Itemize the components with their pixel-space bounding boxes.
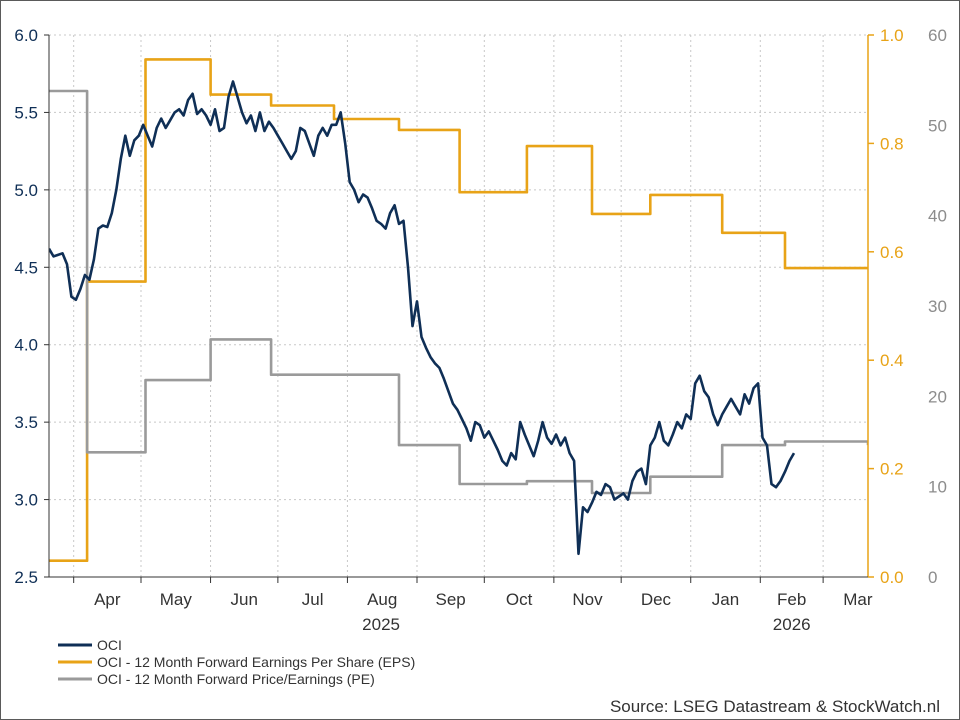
pe-tick-label: 10 [928, 478, 947, 497]
left-tick-label: 6.0 [14, 26, 38, 45]
eps-tick-label: 0.0 [880, 568, 904, 587]
x-month-label: Aug [367, 590, 397, 609]
left-tick-label: 4.5 [14, 258, 38, 277]
pe-tick-label: 30 [928, 297, 947, 316]
legend-item-oci-label: OCI [97, 637, 122, 653]
x-year-label: 2025 [362, 615, 400, 634]
plot-area [49, 35, 868, 577]
pe-axis-ticks: 0 10 20 30 40 50 60 [928, 26, 947, 587]
x-month-label: Apr [94, 590, 121, 609]
x-year-label: 2026 [773, 615, 811, 634]
left-axis-ticks: 2.5 3.0 3.5 4.0 4.5 5.0 5.5 6.0 [14, 26, 49, 587]
left-tick-label: 5.5 [14, 103, 38, 122]
left-tick-label: 3.0 [14, 491, 38, 510]
eps-tick-label: 0.8 [880, 134, 904, 153]
pe-line [49, 89, 868, 495]
pe-tick-label: 50 [928, 116, 947, 135]
eps-axis-ticks: 0.0 0.2 0.4 0.6 0.8 1.0 [868, 26, 904, 587]
eps-tick-label: 0.6 [880, 243, 904, 262]
x-month-label: Sep [436, 590, 466, 609]
pe-tick-label: 40 [928, 207, 947, 226]
left-tick-label: 2.5 [14, 568, 38, 587]
gridlines [49, 34, 868, 577]
eps-line [49, 58, 868, 562]
x-month-label: Nov [572, 590, 603, 609]
eps-tick-label: 1.0 [880, 26, 904, 45]
left-tick-label: 5.0 [14, 181, 38, 200]
x-month-label: Jul [302, 590, 324, 609]
x-month-label: Jun [231, 590, 258, 609]
left-tick-label: 3.5 [14, 413, 38, 432]
legend-item-pe-label: OCI - 12 Month Forward Price/Earnings (P… [97, 671, 375, 687]
x-month-label: Jan [712, 590, 739, 609]
x-month-label: Mar [843, 590, 873, 609]
x-axis-ticks: Apr May Jun Jul Aug Sep Oct Nov Dec Jan Feb Mar 2025… [73, 577, 873, 634]
source-caption: Source: LSEG Datastream & StockWatch.nl [610, 697, 940, 716]
x-month-label: May [160, 590, 193, 609]
pe-tick-label: 0 [928, 568, 937, 587]
oci-price-line [49, 80, 796, 556]
series-group [49, 58, 868, 562]
pe-tick-label: 60 [928, 26, 947, 45]
pe-tick-label: 20 [928, 387, 947, 406]
legend-item-eps-label: OCI - 12 Month Forward Earnings Per Shar… [97, 654, 415, 670]
eps-tick-label: 0.4 [880, 351, 904, 370]
x-month-label: Dec [641, 590, 672, 609]
x-month-label: Feb [777, 590, 806, 609]
left-tick-label: 4.0 [14, 336, 38, 355]
x-month-label: Oct [506, 590, 533, 609]
eps-tick-label: 0.2 [880, 460, 904, 479]
